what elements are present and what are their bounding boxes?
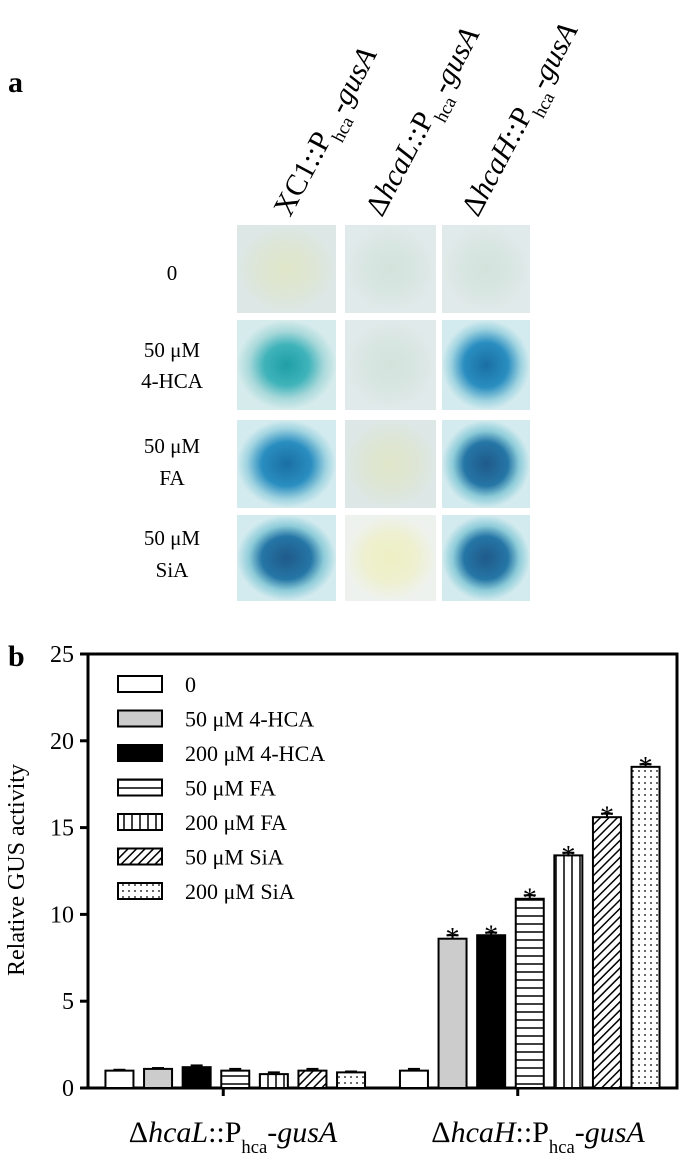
- significance-label: *: [639, 752, 653, 783]
- spot-image: [442, 225, 530, 313]
- bar: [630, 765, 661, 1090]
- legend-swatch: [117, 709, 163, 728]
- spot-image: [345, 515, 436, 601]
- row-label: 4-HCA: [141, 369, 204, 393]
- spot-image: [345, 320, 436, 410]
- legend-label: 50 μM 4-HCA: [185, 707, 314, 732]
- bar: [398, 1069, 429, 1090]
- legend-label: 200 μM SiA: [185, 879, 295, 904]
- x-tick-label: ΔhcaL::Phca-gusA: [129, 1116, 338, 1154]
- y-tick-label: 0: [62, 1076, 74, 1102]
- legend-swatch: [117, 675, 163, 693]
- legend-swatch: [117, 847, 163, 866]
- spot-image: [237, 420, 336, 508]
- legend-label: 200 μM FA: [185, 810, 287, 835]
- spot-image: [345, 420, 436, 508]
- spot-image: [237, 515, 336, 601]
- bar: [514, 897, 545, 1089]
- spot-image: [442, 420, 530, 508]
- y-tick-label: 15: [50, 816, 74, 842]
- bar: [181, 1066, 212, 1089]
- y-tick-label: 5: [62, 989, 74, 1015]
- bar: [476, 934, 507, 1089]
- spot-image: [345, 225, 436, 313]
- legend-swatch: [117, 813, 163, 831]
- spot-image: [237, 225, 336, 313]
- y-tick-label: 25: [50, 642, 74, 668]
- bar: [258, 1073, 289, 1090]
- legend-label: 50 μM FA: [185, 776, 276, 801]
- bar: [143, 1067, 174, 1090]
- panel-label: b: [8, 640, 25, 673]
- plate-images: [237, 225, 530, 601]
- legend-label: 0: [185, 672, 196, 697]
- legend-swatch: [117, 744, 163, 762]
- significance-label: *: [561, 841, 575, 872]
- row-label: 50 μM: [144, 338, 201, 362]
- bar: [336, 1071, 367, 1089]
- y-tick-label: 20: [50, 729, 74, 755]
- spot-image: [442, 320, 530, 410]
- bar: [591, 816, 622, 1090]
- panel-label: a: [8, 66, 23, 99]
- significance-label: *: [600, 802, 614, 833]
- x-tick-label: ΔhcaH::Phca-gusA: [431, 1116, 645, 1154]
- row-label: 50 μM: [144, 434, 201, 458]
- significance-label: *: [523, 883, 537, 914]
- bar: [437, 937, 468, 1089]
- row-labels: 0 50 μM 4-HCA 50 μM FA 50 μM SiA: [141, 261, 204, 582]
- y-axis-label: Relative GUS activity: [4, 764, 30, 976]
- row-label: 0: [167, 261, 178, 285]
- spot-image: [442, 515, 530, 601]
- legend-swatch: [117, 778, 163, 797]
- spot-image: [237, 320, 336, 410]
- x-category-labels: ΔhcaL::Phca-gusA ΔhcaH::Phca-gusA: [129, 1116, 646, 1158]
- bar: [104, 1069, 135, 1090]
- row-label: FA: [159, 466, 185, 490]
- column-labels: XC1::Phca-gusA ΔhcaL::Phca-gusA ΔhcaH::P…: [267, 17, 585, 222]
- row-label: SiA: [156, 558, 190, 582]
- row-label: 50 μM: [144, 526, 201, 550]
- y-tick-label: 10: [50, 902, 74, 928]
- significance-label: *: [484, 921, 498, 952]
- bar: [220, 1069, 251, 1090]
- legend-swatch: [117, 882, 163, 900]
- bar: [297, 1069, 328, 1090]
- plot-frame: [86, 652, 679, 1090]
- legend-label: 50 μM SiA: [185, 845, 284, 870]
- significance-label: *: [446, 923, 460, 954]
- bar: [553, 854, 584, 1089]
- legend-label: 200 μM 4-HCA: [185, 741, 325, 766]
